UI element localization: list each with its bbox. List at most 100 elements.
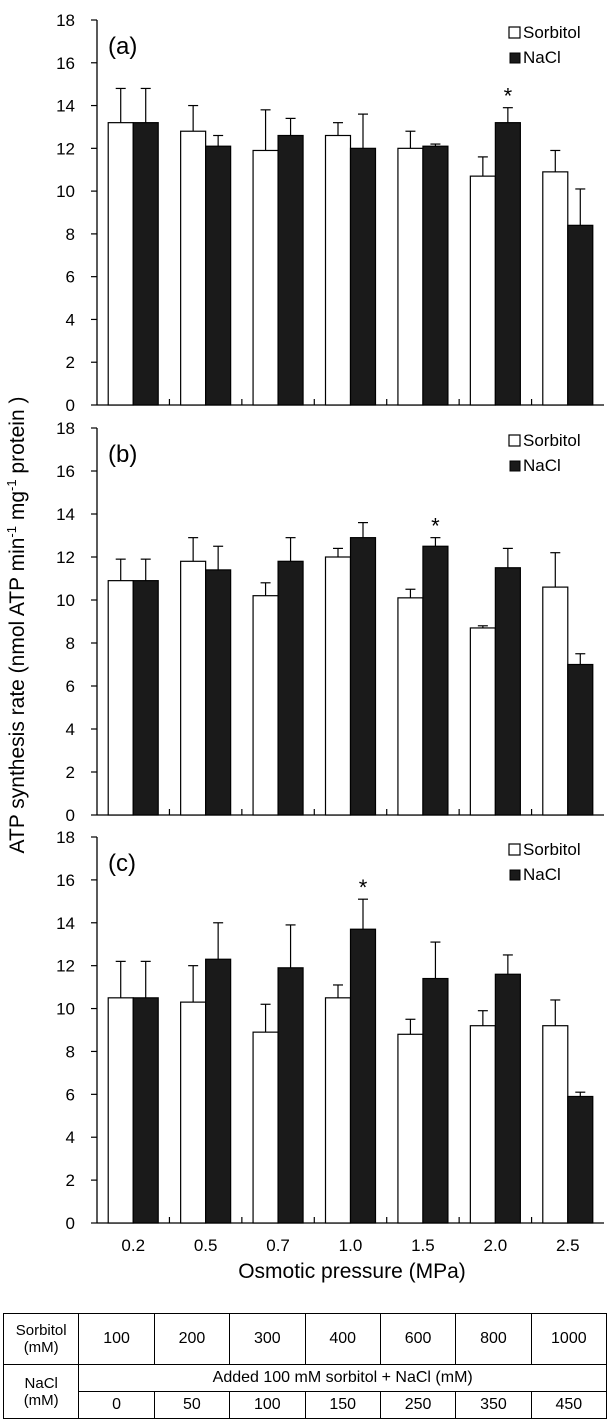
sorbitol-cell: 600	[379, 1313, 457, 1365]
y-tick-label: 0	[66, 806, 75, 825]
y-axis-label-part: mg	[6, 491, 29, 526]
y-tick-label: 12	[56, 957, 75, 976]
y-axis-label: ATP synthesis rate (nmol ATP min-1 mg-1 …	[4, 397, 29, 854]
legend-swatch-nacl	[509, 869, 521, 881]
bar-sorbitol	[542, 171, 569, 406]
x-tick-label: 1.0	[339, 1236, 363, 1255]
y-axis-label-superscript: -1	[4, 479, 19, 491]
nacl-row: 0 50 100 150 250 350 450	[4, 1391, 608, 1419]
nacl-cell: 100	[229, 1391, 306, 1419]
bar-nacl	[205, 145, 232, 406]
bar-nacl	[277, 967, 304, 1224]
bar-nacl	[277, 560, 304, 816]
y-tick-label: 14	[56, 505, 75, 524]
nacl-cell: 450	[530, 1391, 608, 1419]
y-tick-label: 2	[66, 763, 75, 782]
bar-sorbitol	[107, 580, 134, 816]
bar-nacl	[494, 567, 521, 816]
sorbitol-cell: 400	[304, 1313, 381, 1365]
legend-label-sorbitol: Sorbitol	[523, 840, 581, 859]
sorbitol-cell: 200	[153, 1313, 231, 1365]
sorbitol-row: Sorbitol (mM) 100 200 300 400 600 800 10…	[2, 1313, 608, 1365]
bar-sorbitol	[252, 149, 279, 406]
bar-nacl	[132, 580, 159, 816]
x-tick-label: 2.5	[556, 1236, 580, 1255]
panel-label: (c)	[108, 850, 136, 877]
bar-nacl	[494, 973, 521, 1224]
y-tick-label: 4	[66, 1128, 75, 1147]
bar-nacl	[567, 663, 594, 816]
bar-sorbitol	[397, 1033, 424, 1224]
bar-nacl	[349, 537, 377, 816]
nacl-note: Added 100 mM sorbitol + NaCl (mM)	[78, 1364, 607, 1392]
y-axis-label-part: ATP synthesis rate (nmol ATP min	[6, 538, 29, 854]
legend-label-sorbitol: Sorbitol	[523, 431, 581, 450]
y-tick-label: 6	[66, 677, 75, 696]
panel-a: 0 2 4 6 8 10 12 14 16 18 * (a) Sorbitol NaCl	[56, 11, 604, 415]
legend-swatch-sorbitol	[508, 26, 521, 39]
panel-label: (a)	[108, 33, 137, 60]
significance-star: *	[359, 875, 368, 900]
bar-sorbitol	[397, 597, 424, 816]
legend-swatch-sorbitol	[508, 843, 521, 856]
bar-nacl	[205, 569, 232, 816]
y-tick-label: 10	[56, 182, 75, 201]
bar-nacl	[349, 928, 377, 1224]
y-tick-label: 4	[66, 720, 75, 739]
x-tick-label: 0.7	[266, 1236, 290, 1255]
bar-sorbitol	[542, 586, 569, 816]
sorbitol-cell: 800	[455, 1313, 532, 1365]
y-tick-label: 16	[56, 871, 75, 890]
x-tick-label: 1.5	[411, 1236, 435, 1255]
sorbitol-header-line1: Sorbitol	[15, 1322, 67, 1339]
bar-nacl	[349, 147, 377, 406]
legend-swatch-nacl	[509, 52, 521, 64]
sorbitol-header-line2: (mM)	[23, 1339, 59, 1356]
y-tick-label: 6	[66, 268, 75, 287]
nacl-cell: 250	[379, 1391, 457, 1419]
y-axis-label-superscript: -1	[4, 526, 19, 538]
bar-sorbitol	[107, 122, 134, 406]
nacl-cell: 350	[455, 1391, 532, 1419]
y-tick-label: 0	[66, 1214, 75, 1233]
panel-label: (b)	[108, 441, 137, 468]
nacl-cell: 50	[153, 1391, 231, 1419]
y-tick-label: 18	[56, 828, 75, 847]
y-tick-label: 0	[66, 396, 75, 415]
sorbitol-cell: 100	[78, 1313, 155, 1365]
bar-nacl	[132, 122, 159, 406]
bar-nacl	[277, 134, 304, 406]
significance-star: *	[504, 84, 513, 109]
x-axis-label: Osmotic pressure (MPa)	[238, 1260, 466, 1283]
y-tick-label: 12	[56, 548, 75, 567]
y-tick-label: 16	[56, 462, 75, 481]
y-tick-label: 8	[66, 225, 75, 244]
bar-chart-figure: 0 2 4 6 8 10 12 14 16 18 * (a) Sorbitol NaCl 0 2 4 6 8 10 12…	[4, 11, 604, 1283]
bar-sorbitol	[542, 1025, 569, 1224]
bar-nacl	[205, 958, 232, 1224]
bar-sorbitol	[324, 134, 352, 406]
bar-sorbitol	[324, 556, 352, 816]
nacl-note-row: NaCl (mM) Added 100 mM sorbitol + NaCl (…	[2, 1364, 607, 1419]
nacl-cell: 150	[304, 1391, 381, 1419]
legend-swatch-sorbitol	[508, 434, 521, 447]
y-tick-label: 18	[56, 11, 75, 30]
sorbitol-cell: 300	[229, 1313, 306, 1365]
nacl-cell: 0	[78, 1391, 155, 1419]
y-tick-label: 14	[56, 914, 75, 933]
y-tick-label: 6	[66, 1085, 75, 1104]
bar-sorbitol	[107, 997, 134, 1224]
nacl-header-line1: NaCl	[24, 1374, 58, 1392]
y-tick-label: 14	[56, 97, 75, 116]
panel-b: 0 2 4 6 8 10 12 14 16 18 * (b) Sorbitol NaCl	[56, 419, 604, 825]
bar-sorbitol	[252, 1031, 279, 1224]
bar-sorbitol	[469, 1025, 496, 1224]
bar-sorbitol	[397, 147, 424, 406]
bar-sorbitol	[469, 627, 496, 816]
y-tick-label: 10	[56, 1000, 75, 1019]
bar-nacl	[567, 224, 594, 406]
legend-label-nacl: NaCl	[523, 456, 561, 475]
panel-c: 0 2 4 6 8 10 12 14 16 18 * (c) Sorbitol NaCl	[56, 828, 604, 1233]
x-tick-label: 2.0	[484, 1236, 508, 1255]
bar-sorbitol	[180, 130, 207, 406]
